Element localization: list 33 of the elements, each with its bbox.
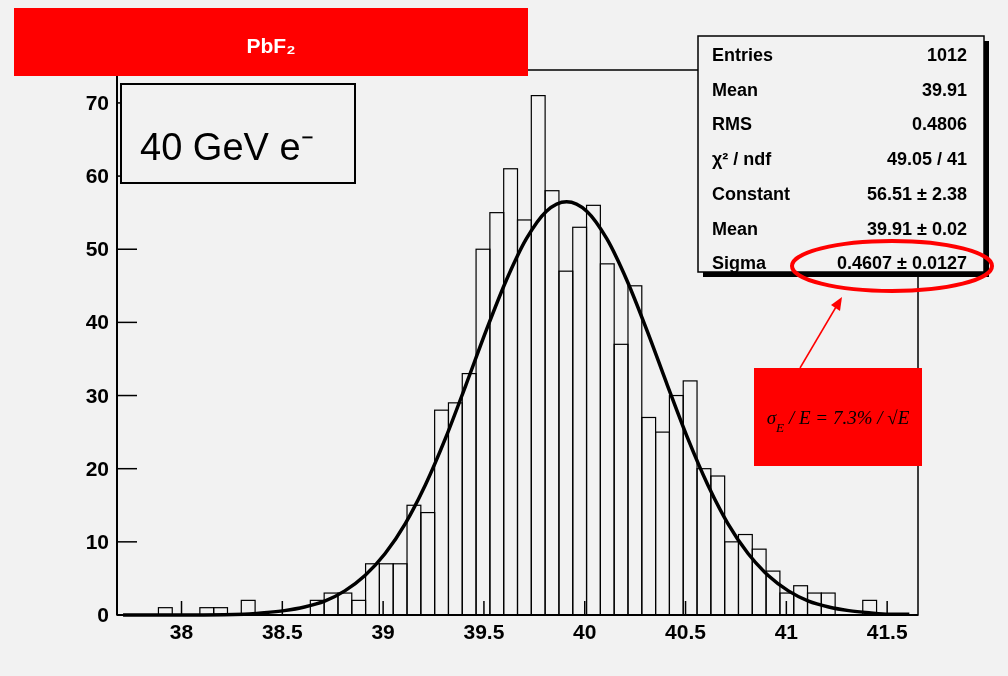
- annotation: 0.4607 ± 0.0127: [837, 253, 967, 274]
- annotation: Mean: [712, 218, 759, 239]
- x-tick-label: 41: [774, 620, 799, 643]
- chart-title: PbF₂: [246, 34, 296, 57]
- text: 1012: [926, 45, 967, 65]
- x-tick-label: 41.5: [866, 620, 908, 643]
- annotation: Sigma: [712, 253, 768, 274]
- y-tick-label: 10: [85, 529, 109, 553]
- annotation: 39.91 ± 0.02: [867, 218, 967, 239]
- x-tick-label: 40: [573, 620, 597, 643]
- x-tick-label: 40.5: [665, 620, 707, 643]
- x-tick-label: 39: [371, 620, 395, 643]
- annotation: 56.51 ± 2.38: [867, 183, 967, 204]
- y-tick-label: 30: [85, 383, 109, 407]
- annotation: Constant: [712, 183, 790, 204]
- y-tick-label: 0: [97, 603, 109, 626]
- y-tick-label: 50: [85, 237, 109, 261]
- y-tick-label: 40: [85, 310, 109, 334]
- annotation: 40 GeV e⁻: [140, 126, 314, 168]
- annotation: χ² / ndf: [712, 149, 773, 170]
- y-tick-label: 60: [85, 164, 109, 188]
- x-tick-label: 38.5: [261, 620, 304, 643]
- y-tick-label: 20: [85, 456, 109, 480]
- annotation: σ$_{E}$ / E = 7.3% / √E: [766, 407, 910, 435]
- annotation: Mean: [712, 79, 759, 100]
- x-tick-label: 39.5: [463, 620, 505, 643]
- text: 39.91: [921, 79, 967, 100]
- annotation: 49.05 / 41: [886, 149, 967, 170]
- annotation: 0.4806: [911, 114, 967, 135]
- y-tick-label: 70: [85, 90, 109, 114]
- annotation: RMS: [712, 114, 752, 135]
- x-tick-label: 38: [169, 620, 194, 643]
- text: Entries: [712, 45, 774, 65]
